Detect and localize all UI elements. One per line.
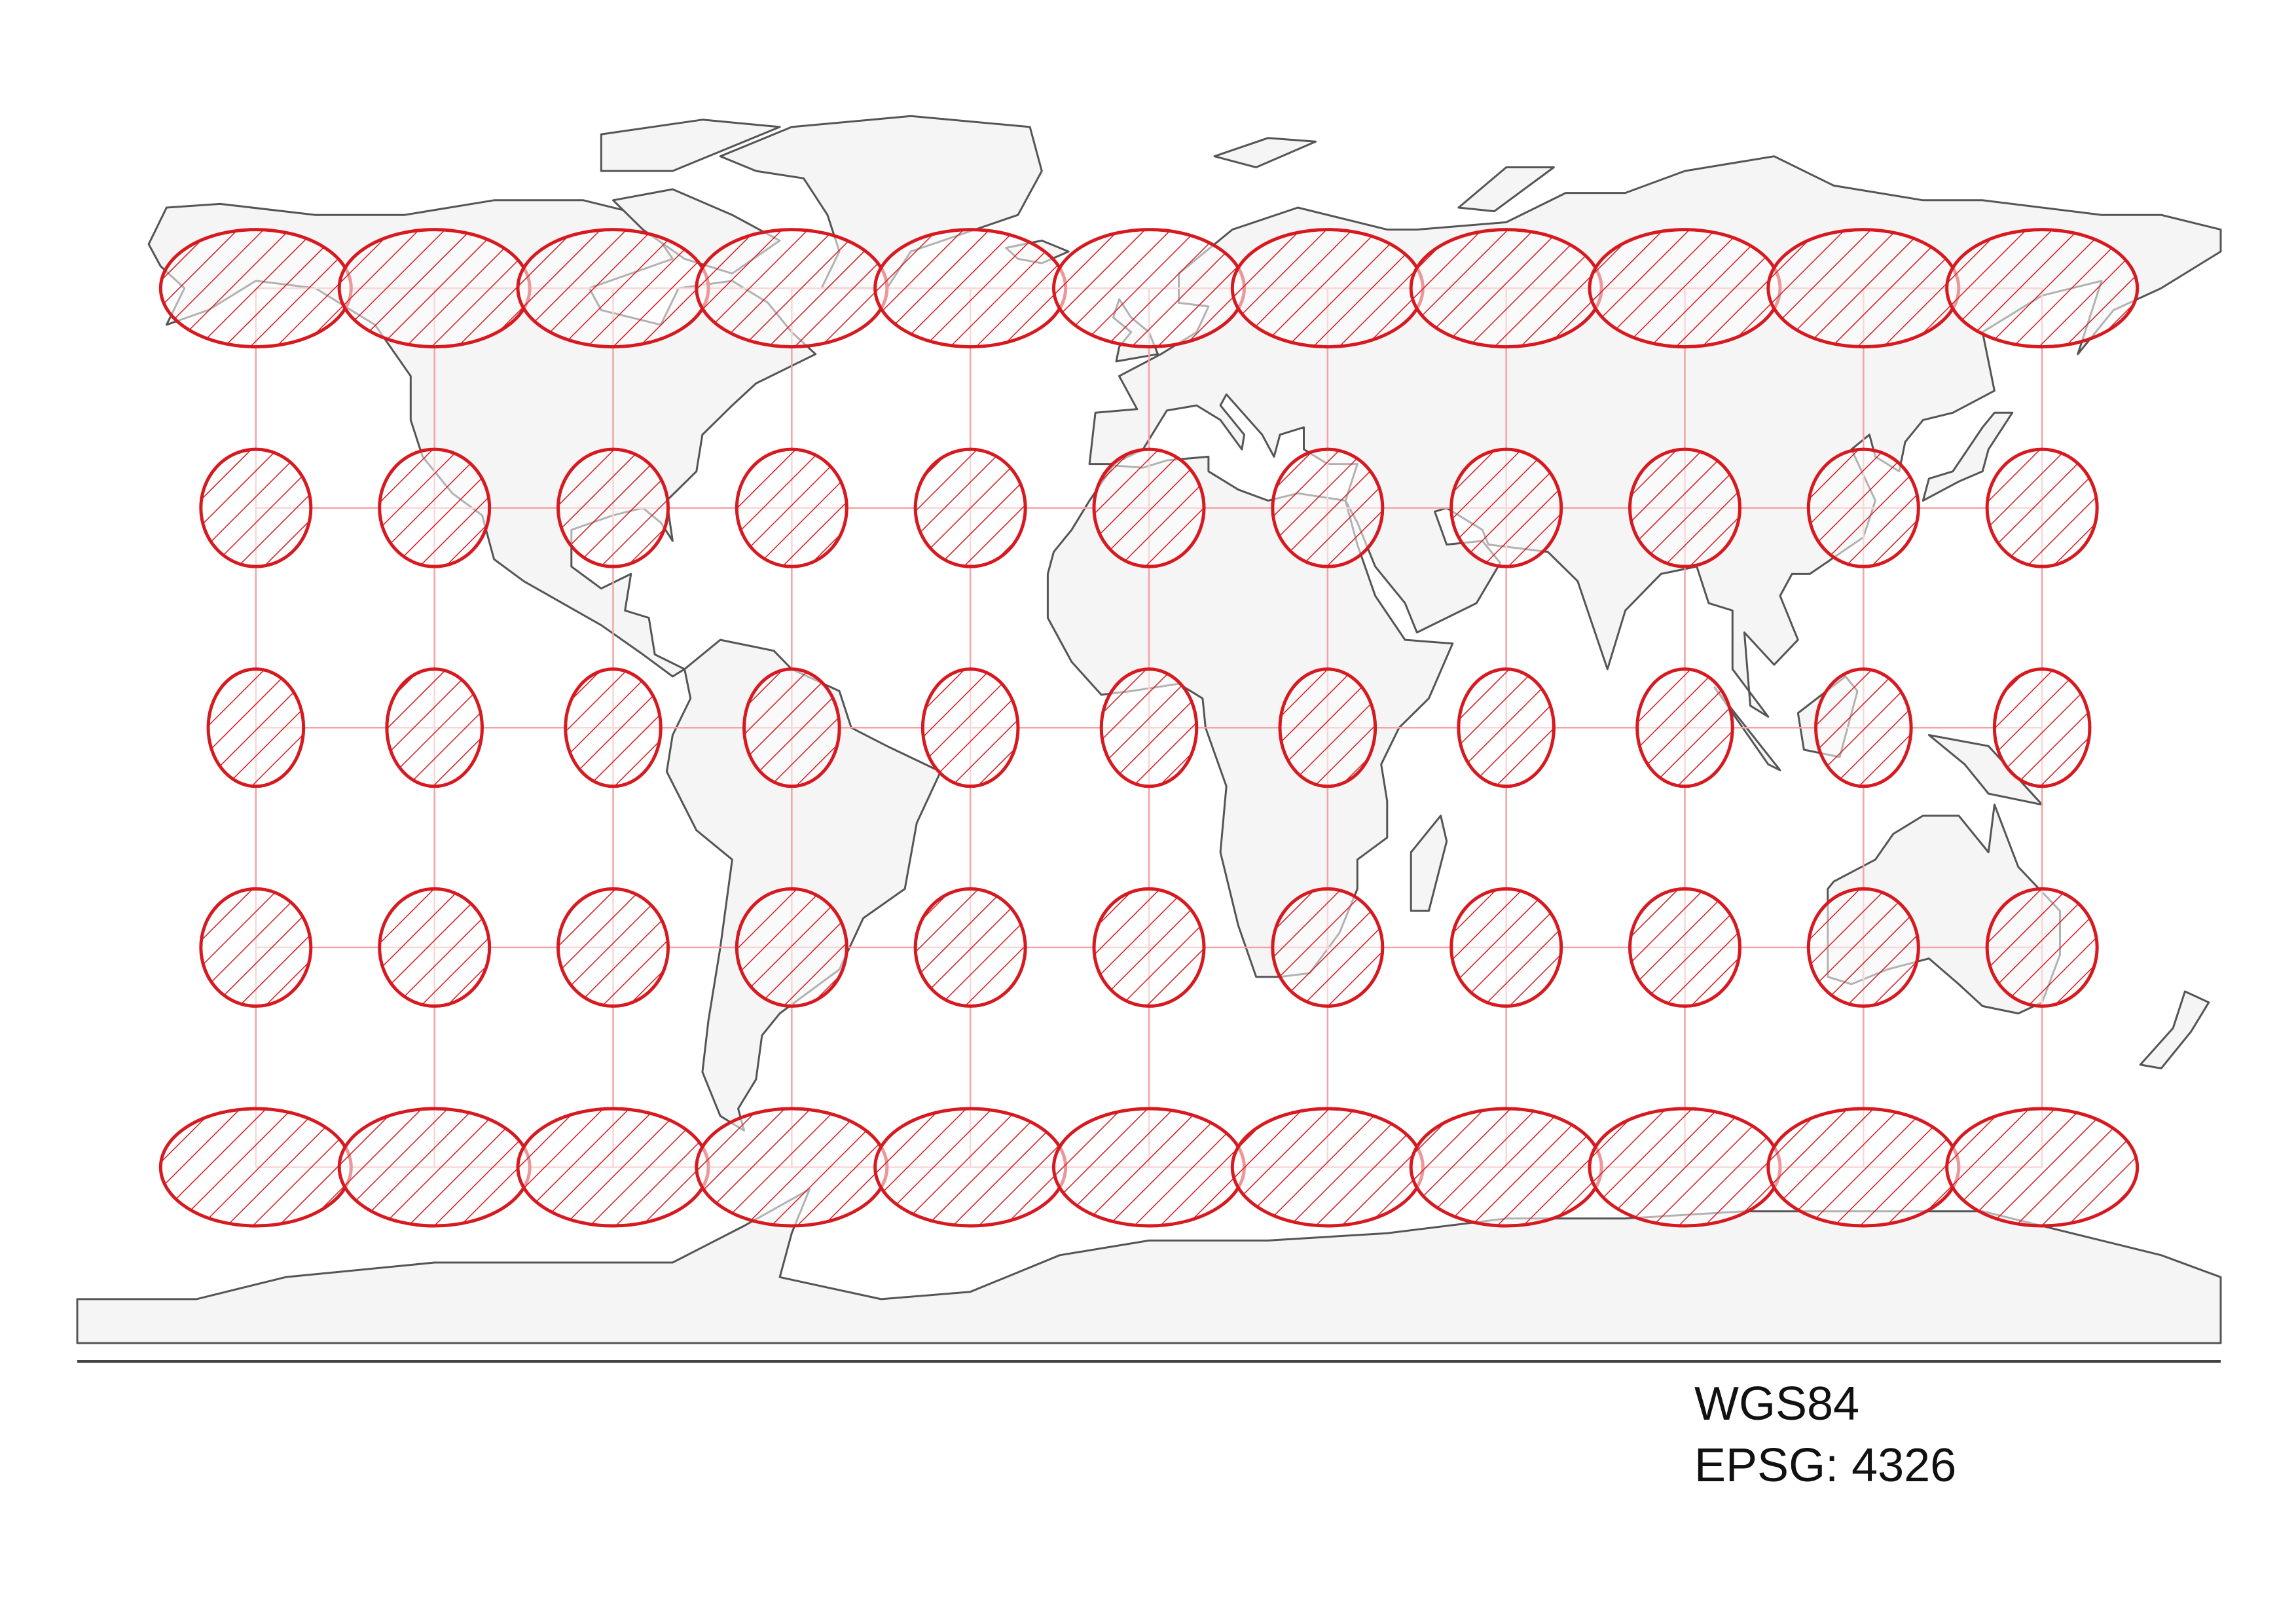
tissot-indicatrix <box>378 447 492 568</box>
tissot-indicatrix <box>1099 667 1199 788</box>
landmass-ellesmere <box>600 119 781 172</box>
tissot-indicatrix <box>556 447 670 568</box>
tissot-indicatrix <box>1814 667 1913 788</box>
tissot-indicatrix <box>1449 887 1563 1008</box>
tissot-indicatrix <box>337 1107 532 1228</box>
tissot-indicatrix <box>1806 447 1920 568</box>
tissot-indicatrix <box>1457 667 1556 788</box>
tissot-indicatrix <box>1628 887 1741 1008</box>
tissot-indicatrix <box>1985 887 2099 1008</box>
tissot-indicatrix <box>556 887 670 1008</box>
tissot-indicatrix <box>1271 887 1385 1008</box>
datum-label: WGS84 <box>1694 1378 1860 1430</box>
landmass-south-america <box>665 638 942 1132</box>
tissot-indicatrix <box>913 887 1027 1008</box>
tissot-indicatrix <box>1271 447 1385 568</box>
tissot-indicatrix <box>1092 887 1206 1008</box>
tissot-indicatrix <box>695 228 889 349</box>
tissot-indicatrix <box>206 667 306 788</box>
tissot-indicatrix <box>920 667 1020 788</box>
tissot-indicatrix <box>1230 228 1425 349</box>
tissot-indicatrix <box>873 1107 1068 1228</box>
tissot-indicatrix <box>564 667 663 788</box>
tissot-indicatrix <box>1588 1107 1782 1228</box>
tissot-indicatrix <box>1092 447 1206 568</box>
tissot-indicatrix <box>378 887 492 1008</box>
landmass-novaya-zemlya <box>1457 166 1555 213</box>
landmass-japan <box>1922 411 2014 502</box>
epsg-label: EPSG: 4326 <box>1694 1439 1957 1492</box>
tissot-indicatrix <box>1766 1107 1961 1228</box>
tissot-indicatrix <box>1052 228 1246 349</box>
tissot-indicatrix <box>1409 1107 1603 1228</box>
tissot-indicatrix-layer <box>158 228 2140 1228</box>
tissot-indicatrix <box>1945 1107 2140 1228</box>
tissot-indicatrix <box>1945 228 2140 349</box>
landmass-new-guinea <box>1927 734 2043 806</box>
tissot-indicatrix <box>913 447 1027 568</box>
tissot-indicatrix <box>742 667 841 788</box>
tissot-indicatrix <box>199 887 313 1008</box>
tissot-indicatrix <box>1052 1107 1246 1228</box>
tissot-indicatrix <box>1230 1107 1425 1228</box>
tissot-indicatrix <box>1409 228 1603 349</box>
tissot-indicatrix <box>385 667 484 788</box>
tissot-indicatrix <box>158 228 353 349</box>
tissot-indicatrix <box>873 228 1068 349</box>
tissot-indicatrix <box>695 1107 889 1228</box>
tissot-indicatrix <box>735 887 848 1008</box>
tissot-indicatrix <box>516 1107 710 1228</box>
tissot-indicatrix <box>1449 447 1563 568</box>
tissot-indicatrix <box>1278 667 1377 788</box>
tissot-indicatrix <box>1992 667 2092 788</box>
landmass-svalbard <box>1213 137 1317 168</box>
tissot-indicatrix <box>516 228 710 349</box>
tissot-indicatrix <box>1766 228 1961 349</box>
tissot-indicatrix <box>1635 667 1734 788</box>
tissot-indicatrix <box>735 447 848 568</box>
tissot-indicatrix <box>199 447 313 568</box>
tissot-indicatrix <box>158 1107 353 1228</box>
tissot-indicatrix <box>1588 228 1782 349</box>
landmass-madagascar <box>1410 815 1448 912</box>
tissot-indicatrix <box>337 228 532 349</box>
landmass-antarctica <box>76 1188 2222 1344</box>
tissot-indicatrix <box>1806 887 1920 1008</box>
tissot-indicatrix <box>1628 447 1741 568</box>
tissot-indicatrix <box>1985 447 2099 568</box>
landmass-new-zealand <box>2139 990 2210 1069</box>
